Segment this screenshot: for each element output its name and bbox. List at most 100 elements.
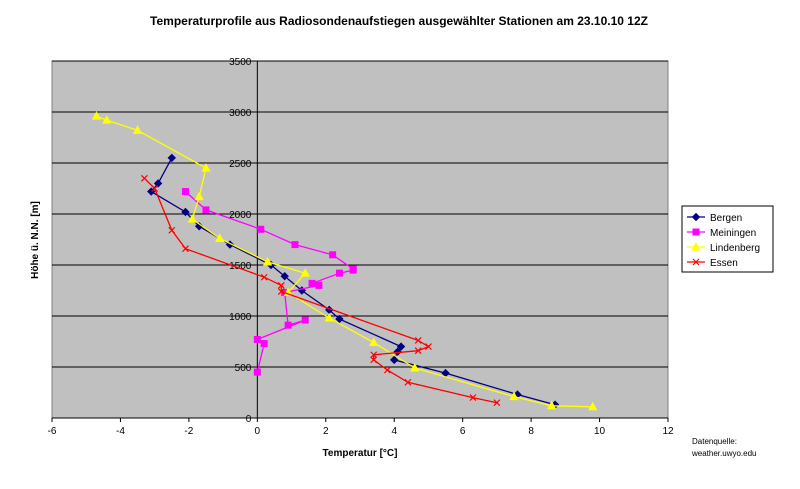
legend-item-essen: Essen [687, 258, 738, 269]
series-line-lindenberg [96, 115, 593, 408]
data-point-meiningen [181, 188, 189, 196]
data-point-meiningen [301, 316, 309, 324]
x-tick-label: 8 [528, 426, 534, 437]
data-point-lindenberg [194, 191, 204, 201]
series-line-essen [143, 177, 498, 404]
x-tick-label: 10 [594, 426, 606, 437]
data-point-lindenberg [300, 268, 310, 277]
series-group [91, 111, 598, 411]
data-point-lindenberg [547, 400, 557, 410]
data-point-essen [414, 337, 422, 344]
data-point-essen [370, 351, 378, 359]
y-tick-label: 1000 [229, 312, 252, 323]
y-tick-label: 3500 [229, 57, 252, 68]
data-point-lindenberg [588, 401, 598, 411]
data-point-meiningen [335, 269, 343, 277]
source-note-line2: weather.uwyo.edu [691, 449, 757, 458]
data-point-essen [370, 356, 378, 364]
y-tick-label: 0 [246, 414, 252, 425]
data-point-meiningen [202, 206, 210, 214]
x-tick-label: -2 [184, 426, 193, 437]
y-tick-label: 500 [235, 363, 252, 374]
data-point-meiningen [253, 368, 261, 376]
data-point-lindenberg [509, 391, 519, 401]
plot-area [51, 60, 669, 419]
y-tick-label: 2500 [229, 159, 252, 170]
data-point-lindenberg [410, 362, 420, 372]
data-point-bergen [167, 153, 176, 163]
data-point-bergen [396, 342, 406, 351]
y-tick-label: 2000 [229, 210, 252, 221]
data-point-essen [425, 343, 432, 351]
legend-marker-lindenberg [691, 241, 701, 251]
data-point-bergen [393, 347, 402, 356]
data-point-meiningen [284, 321, 292, 329]
data-point-bergen [335, 314, 344, 324]
data-point-essen [140, 174, 148, 182]
legend-item-meiningen: Meiningen [687, 228, 756, 239]
tick-labels: -6 -4 -2 0 2 4 6 8 10 12 0 500 1000 1500 2000 2500 3000 3… [48, 57, 674, 437]
legend-item-bergen: Bergen [687, 212, 742, 224]
data-point-meiningen [315, 281, 323, 289]
data-point-lindenberg [91, 111, 102, 120]
data-point-essen [151, 185, 159, 192]
data-point-essen [277, 281, 285, 289]
legend-marker-essen [692, 258, 700, 266]
data-point-essen [182, 245, 189, 253]
data-point-lindenberg [102, 115, 112, 124]
axes [52, 61, 668, 419]
data-point-lindenberg [215, 233, 225, 242]
data-point-lindenberg [262, 256, 273, 266]
series-lindenberg [91, 111, 598, 411]
data-point-lindenberg [324, 312, 334, 322]
legend-marker-bergen [691, 212, 701, 222]
legend-label-essen: Essen [710, 258, 738, 269]
data-point-lindenberg [369, 337, 379, 347]
series-line-meiningen [185, 191, 354, 373]
data-point-lindenberg [187, 214, 197, 223]
data-point-essen [469, 394, 477, 402]
data-point-meiningen [308, 279, 316, 287]
y-tick-label: 1500 [229, 261, 252, 272]
grid [52, 60, 668, 419]
data-point-essen [383, 366, 391, 374]
y-axis-title: Höhe ü. N.N. [m] [30, 201, 41, 279]
x-tick-label: -4 [116, 426, 125, 437]
x-tick-label: -6 [48, 426, 57, 437]
data-point-lindenberg [132, 125, 143, 134]
y-tick-label: 3000 [229, 108, 252, 119]
data-point-meiningen [260, 340, 268, 348]
legend-label-lindenberg: Lindenberg [710, 243, 760, 254]
data-point-essen [414, 347, 422, 355]
x-tick-label: 2 [323, 426, 329, 437]
data-point-meiningen [329, 251, 337, 259]
data-point-bergen [390, 355, 399, 365]
data-point-essen [260, 273, 268, 281]
data-point-meiningen [257, 225, 265, 233]
legend: Bergen Meiningen Lindenberg Essen [681, 205, 774, 273]
data-point-meiningen [349, 265, 357, 273]
legend-label-meiningen: Meiningen [710, 228, 756, 239]
x-tick-label: 12 [662, 426, 674, 437]
x-tick-label: 4 [391, 426, 397, 437]
data-point-meiningen [253, 335, 261, 343]
legend-marker-meiningen [692, 228, 700, 236]
series-meiningen [181, 188, 357, 376]
data-point-essen [277, 288, 285, 295]
series-essen [140, 174, 501, 407]
data-point-bergen [181, 207, 190, 217]
x-axis-title: Temperatur [°C] [323, 448, 398, 459]
chart-title: Temperaturprofile aus Radiosondenaufstie… [150, 14, 648, 28]
data-point-meiningen [291, 241, 299, 249]
data-point-essen [493, 399, 501, 407]
data-point-essen [168, 226, 176, 234]
data-point-bergen [280, 272, 289, 281]
data-point-essen [404, 378, 412, 386]
data-point-bergen [153, 179, 163, 188]
legend-item-lindenberg: Lindenberg [687, 241, 760, 254]
x-tick-label: 0 [255, 426, 261, 437]
source-note-line1: Datenquelle: [692, 437, 737, 446]
x-tick-label: 6 [460, 426, 466, 437]
data-point-lindenberg [201, 163, 211, 172]
